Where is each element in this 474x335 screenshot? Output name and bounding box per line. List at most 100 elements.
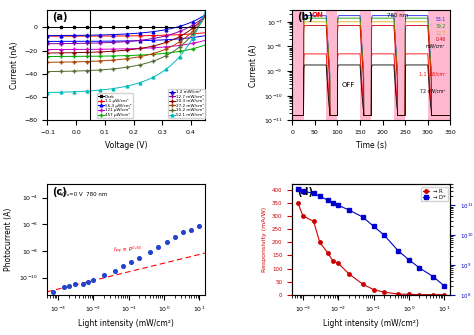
121 μW/cm² <box>202 38 208 42</box>
35.2 mW/cm² <box>45 70 51 74</box>
Point <box>84 279 91 285</box>
Bar <box>371 10 394 120</box>
Bar <box>337 10 360 120</box>
1.2 mW/cm² <box>141 31 147 35</box>
121 μW/cm² <box>45 48 51 52</box>
52.1 mW/cm² <box>138 80 144 84</box>
→ D* <box>417 266 422 270</box>
12.7 mW/cm² <box>138 38 144 42</box>
Dark <box>141 25 147 29</box>
→ D* <box>310 191 316 195</box>
Text: 72 nW/cm²: 72 nW/cm² <box>420 88 446 93</box>
1.1 μW/cm² <box>45 34 50 38</box>
→ R <box>430 293 436 297</box>
Bar <box>292 10 303 120</box>
1.1 μW/cm² <box>141 34 147 38</box>
→ D* <box>336 203 341 207</box>
457 μW/cm² <box>188 47 193 51</box>
35.2 mW/cm² <box>178 44 183 48</box>
Point <box>128 259 135 265</box>
1.2 mW/cm² <box>178 24 183 28</box>
Text: 1.1 μW/cm²: 1.1 μW/cm² <box>419 72 446 77</box>
Line: → R: → R <box>296 201 446 296</box>
→ R <box>325 251 330 255</box>
Text: (a): (a) <box>52 12 68 22</box>
Dark <box>45 25 50 29</box>
55.3 μW/cm² <box>141 39 147 43</box>
12.7 mW/cm² <box>45 42 50 46</box>
52.1 mW/cm² <box>45 90 50 94</box>
Text: 0.46: 0.46 <box>435 37 446 42</box>
Line: 20.3 mW/cm²: 20.3 mW/cm² <box>46 14 208 55</box>
1.1 μW/cm² <box>202 31 208 35</box>
Legend: 1.2 mW/cm², 12.7 mW/cm², 20.3 mW/cm², 27.2 mW/cm², 35.2 mW/cm², 52.1 mW/cm²: 1.2 mW/cm², 12.7 mW/cm², 20.3 mW/cm², 27… <box>168 89 205 118</box>
27.2 mW/cm² <box>138 54 144 58</box>
1.1 μW/cm² <box>178 32 183 37</box>
→ D* <box>330 201 336 205</box>
Text: (d): (d) <box>297 187 313 197</box>
→ R <box>360 282 366 286</box>
20.3 mW/cm² <box>202 14 208 18</box>
Line: 457 μW/cm²: 457 μW/cm² <box>46 43 208 59</box>
→ D* <box>325 198 330 202</box>
→ D* <box>381 233 387 237</box>
Dark <box>138 25 144 29</box>
→ R <box>395 292 401 296</box>
Y-axis label: Current (nA): Current (nA) <box>10 42 19 89</box>
1.2 mW/cm² <box>138 31 144 35</box>
Text: ON: ON <box>311 12 323 18</box>
121 μW/cm² <box>141 46 147 50</box>
12.7 mW/cm² <box>45 42 51 46</box>
12.7 mW/cm² <box>178 29 183 33</box>
→ R <box>417 292 422 296</box>
52.1 mW/cm² <box>178 54 183 58</box>
27.2 mW/cm² <box>45 60 51 64</box>
→ R <box>346 272 352 276</box>
Y-axis label: Current (A): Current (A) <box>249 44 258 86</box>
121 μW/cm² <box>138 46 144 50</box>
Dark <box>188 25 193 29</box>
55.3 μW/cm² <box>138 39 144 43</box>
55.3 μW/cm² <box>138 39 144 43</box>
52.1 mW/cm² <box>45 90 51 94</box>
Point <box>90 278 97 283</box>
Line: 55.3 μW/cm²: 55.3 μW/cm² <box>46 34 207 43</box>
Line: 27.2 mW/cm²: 27.2 mW/cm² <box>46 14 208 64</box>
Text: mW/cm²: mW/cm² <box>426 44 446 49</box>
1.2 mW/cm² <box>138 31 144 35</box>
52.1 mW/cm² <box>202 9 208 13</box>
457 μW/cm² <box>202 43 208 47</box>
457 μW/cm² <box>45 55 51 59</box>
12.7 mW/cm² <box>138 38 144 42</box>
457 μW/cm² <box>138 53 144 57</box>
→ R <box>317 240 323 244</box>
52.1 mW/cm² <box>188 40 193 44</box>
→ D* <box>406 258 411 262</box>
20.3 mW/cm² <box>141 46 147 50</box>
20.3 mW/cm² <box>45 51 50 55</box>
52.1 mW/cm² <box>141 79 147 83</box>
35.2 mW/cm² <box>138 62 144 66</box>
→ R <box>441 293 447 297</box>
Text: 12.7: 12.7 <box>435 31 446 36</box>
Point <box>111 268 118 274</box>
121 μW/cm² <box>178 43 183 47</box>
1.2 mW/cm² <box>45 34 50 38</box>
121 μW/cm² <box>188 42 193 46</box>
Point <box>71 282 79 287</box>
35.2 mW/cm² <box>141 62 147 66</box>
27.2 mW/cm² <box>188 31 193 35</box>
Bar <box>326 10 337 120</box>
→ D* <box>346 208 352 212</box>
Bar <box>405 10 428 120</box>
55.3 μW/cm² <box>188 36 193 40</box>
35.2 mW/cm² <box>202 14 208 18</box>
Text: OFF: OFF <box>341 82 355 88</box>
55.3 μW/cm² <box>45 40 50 44</box>
Text: Iₚᵩ ∝ P⁰⋅⁶⁵: Iₚᵩ ∝ P⁰⋅⁶⁵ <box>114 246 141 252</box>
→ R <box>381 290 387 294</box>
20.3 mW/cm² <box>188 28 193 32</box>
27.2 mW/cm² <box>45 60 50 64</box>
1.1 μW/cm² <box>188 32 193 36</box>
55.3 μW/cm² <box>178 37 183 41</box>
